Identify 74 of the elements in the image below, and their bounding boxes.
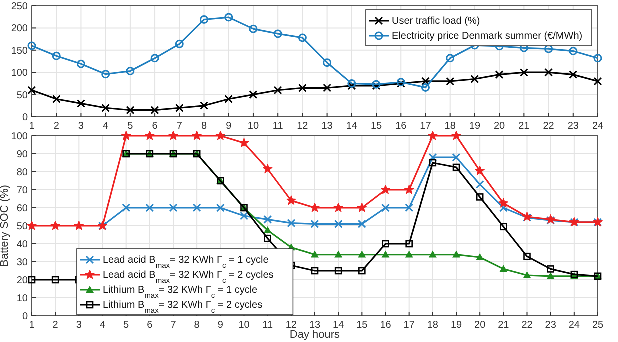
x-tick-label: 6 — [147, 320, 154, 331]
x-tick-label: 19 — [450, 320, 462, 331]
x-tick-label: 16 — [396, 121, 408, 132]
x-tick-label: 25 — [592, 320, 604, 331]
y-tick-label: 20 — [16, 276, 28, 286]
y-tick-label: 0 — [22, 312, 28, 322]
x-tick-label: 7 — [176, 121, 183, 132]
legend-label: Lead acid B$_{max}$= 32 KWh Γ$_{c}$ = 2 cycles — [103, 270, 274, 284]
x-tick-label: 24 — [592, 121, 604, 132]
legend-label: Lithium B$_{max}$= 32 KWh Γ$_{c}$ = 2 cycles — [103, 300, 263, 314]
legend-label: User traffic load (%) — [392, 16, 480, 27]
y-tick-label: 80 — [16, 168, 28, 178]
legend-label: Lead acid B$_{max}$= 32 KWh Γ$_{c}$ = 1 cycle — [103, 255, 270, 270]
legend-label: Lithium B$_{max}$= 32 KWh Γ$_{c}$ = 1 cycle — [103, 285, 258, 300]
y-tick-label: 250 — [11, 2, 28, 12]
x-tick-label: 13 — [309, 320, 321, 331]
x-tick-label: 3 — [76, 320, 82, 331]
x-tick-label: 5 — [128, 121, 134, 132]
x-tick-label: 15 — [356, 320, 368, 331]
x-tick-label: 18 — [444, 121, 456, 132]
x-tick-label: 14 — [333, 320, 345, 331]
y-tick-label: 40 — [16, 240, 28, 250]
x-tick-label: 22 — [543, 121, 555, 132]
y-axis-title: Battery SOC (%) — [0, 185, 11, 267]
x-tick-label: 19 — [469, 121, 481, 132]
y-tick-label: 200 — [11, 24, 28, 35]
x-tick-label: 11 — [262, 320, 274, 331]
y-tick-label: 50 — [16, 222, 28, 232]
x-tick-label: 3 — [78, 121, 84, 132]
y-tick-label: 90 — [16, 150, 28, 160]
x-tick-label: 12 — [286, 320, 298, 331]
x-tick-label: 21 — [518, 121, 530, 132]
y-tick-label: 50 — [16, 90, 28, 102]
y-tick-label: 0 — [22, 112, 28, 124]
x-tick-label: 1 — [29, 121, 36, 132]
x-tick-label: 23 — [568, 121, 580, 132]
x-tick-label: 14 — [346, 121, 358, 132]
x-tick-label: 1 — [29, 320, 36, 331]
x-tick-label: 22 — [522, 320, 534, 331]
x-tick-label: 4 — [103, 121, 110, 132]
x-tick-label: 12 — [297, 121, 309, 132]
x-tick-label: 20 — [494, 121, 506, 132]
x-tick-label: 2 — [52, 320, 59, 331]
y-tick-label: 30 — [16, 258, 28, 268]
x-tick-label: 18 — [427, 320, 439, 331]
x-tick-label: 20 — [474, 320, 486, 331]
x-tick-label: 9 — [218, 320, 224, 331]
x-tick-label: 4 — [100, 320, 106, 331]
x-tick-label: 13 — [322, 121, 334, 132]
x-tick-label: 21 — [498, 320, 510, 331]
x-tick-label: 6 — [152, 121, 158, 132]
x-tick-label: 11 — [272, 121, 284, 132]
y-tick-label: 150 — [11, 46, 28, 57]
x-tick-label: 9 — [226, 121, 232, 132]
x-tick-label: 8 — [201, 121, 208, 132]
x-tick-label: 8 — [194, 320, 200, 331]
x-tick-label: 5 — [124, 320, 130, 331]
x-tick-label: 23 — [545, 320, 557, 331]
y-tick-label: 100 — [11, 68, 28, 80]
legend-label: Electricity price Denmark summer (€/MWh) — [392, 31, 583, 42]
x-tick-label: 17 — [420, 121, 432, 132]
x-tick-label: 17 — [404, 320, 416, 331]
x-tick-label: 24 — [568, 320, 580, 331]
y-tick-label: 100 — [11, 132, 28, 142]
x-axis-title: Day hours — [290, 329, 341, 341]
x-tick-label: 7 — [170, 320, 177, 331]
x-tick-label: 10 — [248, 121, 260, 132]
y-tick-label: 70 — [16, 186, 28, 196]
y-tick-label: 10 — [16, 294, 28, 304]
x-tick-label: 15 — [370, 121, 383, 132]
x-tick-label: 10 — [238, 320, 250, 331]
x-tick-label: 2 — [54, 121, 60, 132]
x-tick-label: 16 — [380, 320, 392, 331]
y-tick-label: 60 — [16, 204, 28, 214]
